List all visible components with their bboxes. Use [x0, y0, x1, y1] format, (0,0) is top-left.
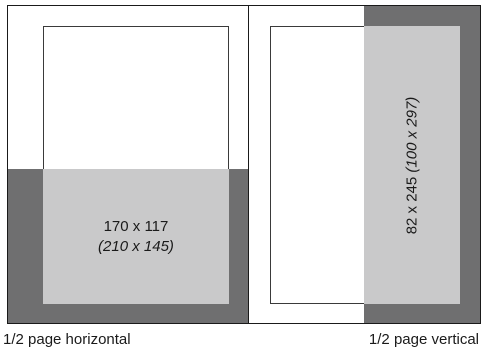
- half-page-horizontal-diagram: 170 x 117 (210 x 145): [7, 5, 249, 324]
- ad-size-vertical: 82 x 245: [403, 176, 421, 234]
- ad-bleed-size-vertical: (100 x 297): [403, 96, 421, 173]
- caption-half-page-horizontal: 1/2 page horizontal: [3, 331, 131, 348]
- ad-size-horizontal: 170 x 117: [103, 217, 169, 235]
- ad-area-horizontal: 170 x 117 (210 x 145): [43, 169, 229, 304]
- ad-bleed-size-horizontal: (210 x 145): [98, 237, 174, 255]
- half-page-vertical-diagram: 82 x 245 (100 x 297): [248, 5, 481, 324]
- ad-size-label-vertical: 82 x 245 (100 x 297): [404, 96, 421, 234]
- ad-area-vertical: 82 x 245 (100 x 297): [364, 26, 460, 304]
- caption-half-page-vertical: 1/2 page vertical: [368, 331, 479, 348]
